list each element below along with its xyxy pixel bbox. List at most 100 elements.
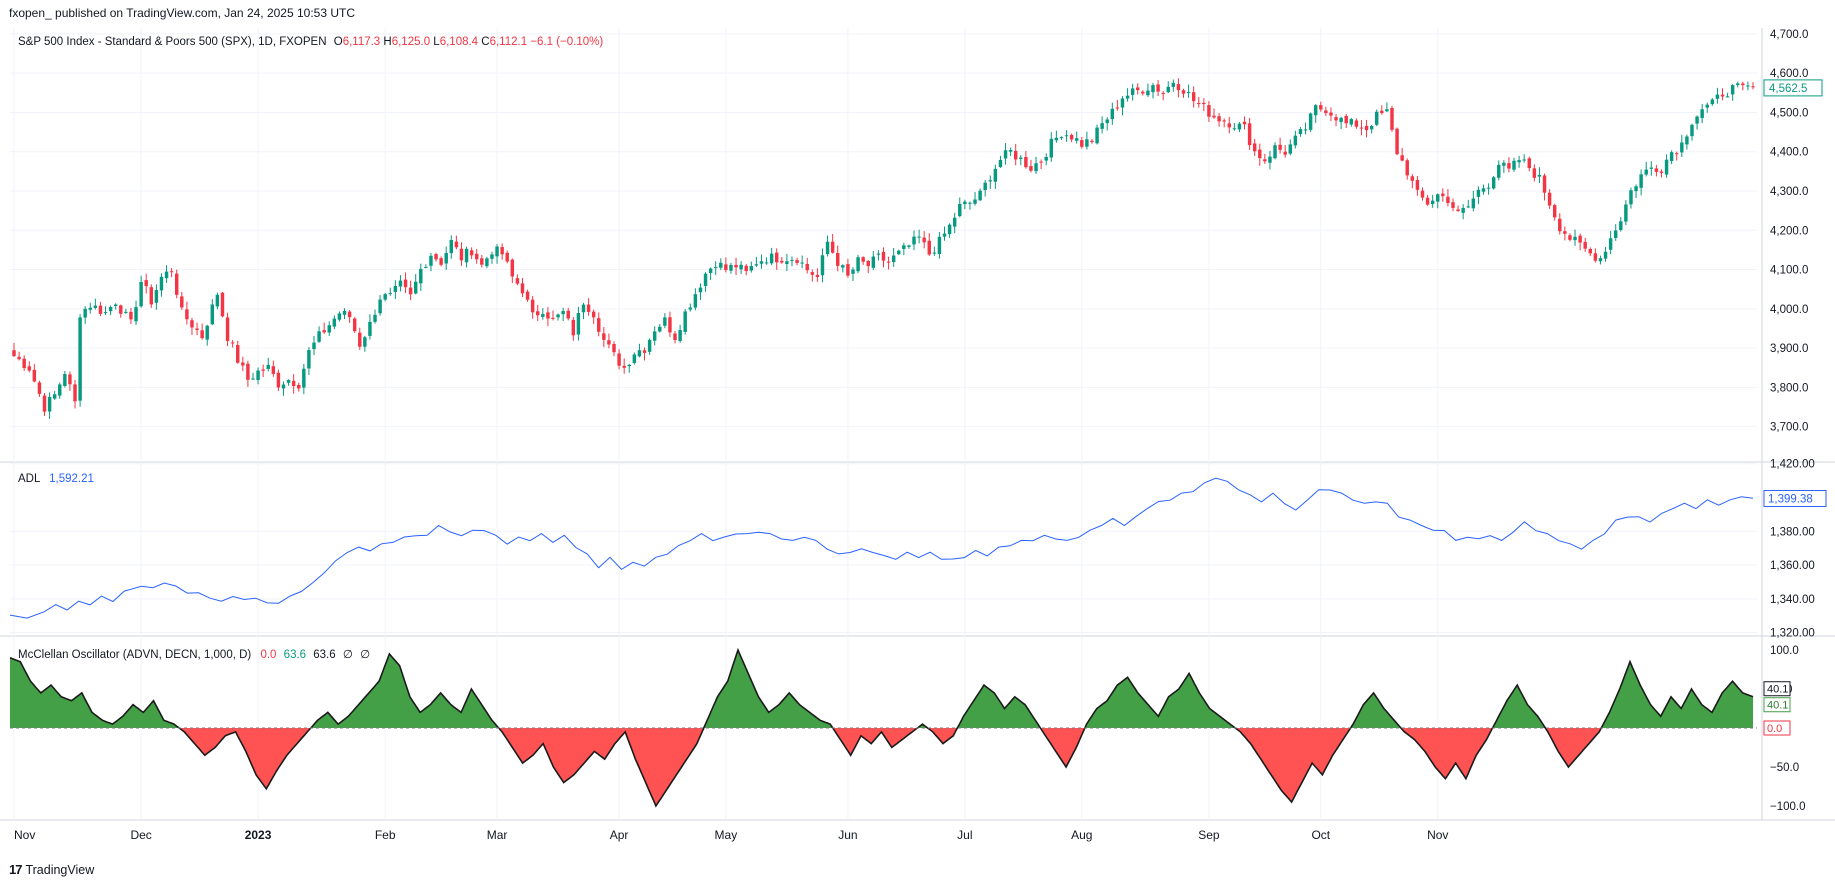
candle-body — [1527, 158, 1531, 169]
candle-body — [1395, 128, 1399, 155]
price-tick-label: 3,800.0 — [1770, 382, 1808, 394]
candle-body — [627, 364, 631, 367]
price-tick-label: 4,300.0 — [1770, 186, 1808, 198]
oscillator-pane — [9, 647, 1757, 808]
candle-body — [368, 321, 372, 336]
candle-body — [454, 241, 459, 248]
candle-body — [1044, 156, 1048, 161]
candle-body — [480, 258, 484, 265]
candle-body — [820, 255, 825, 276]
adl-label[interactable]: ADL — [18, 473, 40, 485]
candle-body — [251, 378, 255, 380]
candle-body — [836, 252, 840, 266]
price-tick-label: 4,100.0 — [1770, 265, 1808, 277]
candle-body — [1019, 157, 1023, 159]
candle-body — [1008, 149, 1013, 152]
candle-body — [729, 264, 733, 271]
adl-tick-label: 1,340.00 — [1770, 594, 1815, 606]
candle-body — [800, 262, 804, 264]
candle-body — [205, 325, 209, 340]
candle-body — [1664, 159, 1669, 175]
candle-body — [210, 304, 215, 325]
candle-body — [1034, 163, 1038, 172]
x-tick-label: Nov — [14, 828, 35, 842]
candle-body — [1344, 115, 1348, 124]
candle-body — [1700, 109, 1704, 119]
candle-body — [683, 311, 687, 332]
candle-body — [88, 307, 92, 310]
candle-body — [159, 276, 164, 291]
price-tick-label: 4,200.0 — [1770, 225, 1808, 237]
candle-body — [1136, 87, 1140, 91]
x-tick-label: Sep — [1198, 828, 1220, 842]
last-price-box — [1763, 79, 1823, 97]
price-candles — [12, 78, 1755, 419]
candle-body — [1669, 152, 1674, 162]
candle-body — [37, 382, 42, 394]
oscillator-label[interactable]: McClellan Oscillator (ADVN, DECN, 1,000,… — [18, 649, 252, 661]
candle-body — [1247, 123, 1252, 146]
candle-body — [1466, 206, 1470, 208]
candle-body — [1390, 107, 1394, 130]
candle-body — [337, 313, 342, 320]
candle-body — [1486, 187, 1491, 189]
candle-body — [658, 326, 662, 332]
candle-body — [1024, 156, 1028, 168]
candle-body — [1141, 91, 1145, 94]
candle-body — [444, 253, 448, 264]
candle-body — [1522, 159, 1526, 161]
candle-body — [891, 255, 896, 263]
candle-body — [1613, 230, 1618, 238]
candle-body — [871, 256, 876, 268]
candle-body — [551, 317, 555, 319]
adl-last-label: 1,399.38 — [1768, 494, 1813, 506]
candle-body — [566, 310, 570, 319]
x-tick-label: Oct — [1311, 828, 1330, 842]
candle-body — [1400, 155, 1404, 161]
adl-tick-label: 1,360.00 — [1770, 560, 1815, 572]
candle-body — [1278, 144, 1282, 150]
candle-body — [1298, 129, 1303, 135]
candle-body — [1649, 167, 1654, 169]
candle-body — [297, 384, 301, 389]
adl-value: 1,592.21 — [49, 473, 94, 485]
candle-body — [1425, 197, 1430, 205]
candle-body — [27, 366, 31, 371]
candle-body — [164, 271, 169, 279]
tradingview-footer[interactable]: 17 TradingView — [9, 862, 94, 877]
candle-body — [922, 237, 926, 243]
candle-body — [1517, 160, 1521, 163]
candle-body — [63, 374, 67, 386]
x-tick-label: Apr — [610, 828, 629, 842]
candle-body — [419, 268, 423, 284]
adl-last-box — [1763, 490, 1827, 508]
candle-body — [266, 364, 270, 369]
candle-body — [1369, 126, 1374, 130]
x-tick-label: Aug — [1071, 828, 1092, 842]
candle-body — [1049, 138, 1054, 158]
candle-body — [1273, 145, 1277, 159]
candle-body — [490, 254, 494, 259]
oscillator-line — [9, 647, 1754, 808]
candle-body — [12, 350, 16, 357]
candle-body — [1069, 134, 1074, 140]
candle-body — [139, 281, 143, 307]
candle-body — [1319, 105, 1323, 110]
candle-body — [790, 259, 794, 261]
candle-body — [1451, 202, 1455, 208]
candle-body — [571, 319, 576, 336]
symbol-title[interactable]: S&P 500 Index - Standard & Poors 500 (SP… — [18, 36, 327, 48]
candle-body — [546, 312, 550, 319]
candle-body — [1313, 105, 1318, 116]
candle-body — [1751, 86, 1755, 88]
candle-body — [241, 362, 245, 366]
candle-body — [1578, 235, 1582, 243]
candle-body — [220, 292, 225, 317]
candle-body — [200, 330, 204, 339]
candle-body — [932, 252, 937, 254]
candle-body — [1507, 163, 1511, 169]
candle-body — [774, 252, 779, 263]
candle-body — [485, 258, 489, 267]
candle-body — [1746, 85, 1750, 87]
